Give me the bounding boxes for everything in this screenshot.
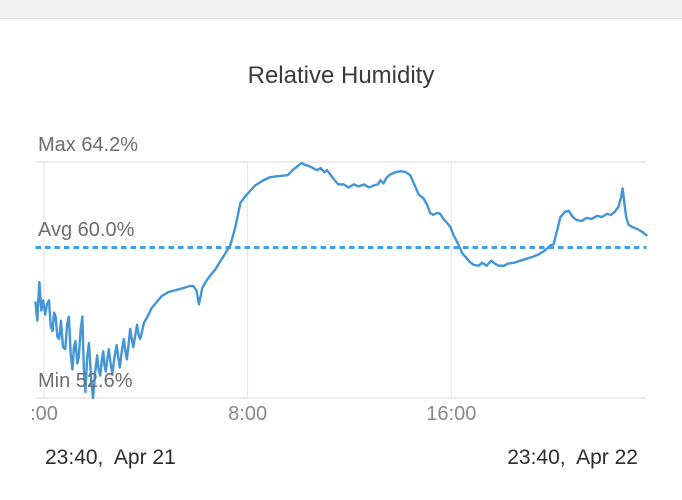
x-tick-label: 8:00 <box>228 403 268 425</box>
top-bar <box>0 0 682 19</box>
max-value-label: Max 64.2% <box>38 134 139 156</box>
start-timestamp: 23:40, Apr 21 <box>45 446 176 469</box>
x-tick-label: 16:00 <box>426 403 477 425</box>
end-timestamp: 23:40, Apr 22 <box>507 446 638 469</box>
chart-title: Relative Humidity <box>247 62 435 89</box>
x-tick-label: :00 <box>30 403 58 425</box>
humidity-series-line <box>34 161 648 400</box>
avg-value-label: Avg 60.0% <box>38 219 135 242</box>
min-value-label: Min 52.6% <box>38 370 133 392</box>
